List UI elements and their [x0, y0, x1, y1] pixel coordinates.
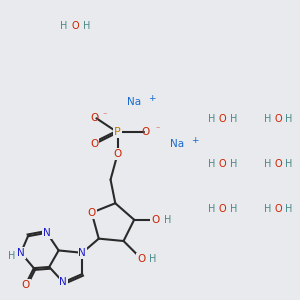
- Text: O: O: [274, 159, 282, 169]
- Text: H: H: [230, 115, 237, 124]
- Text: +: +: [148, 94, 156, 103]
- Text: ⁻: ⁻: [102, 110, 107, 119]
- Text: H: H: [264, 204, 271, 214]
- Text: P: P: [114, 128, 121, 137]
- Text: N: N: [43, 228, 51, 238]
- Text: O: O: [71, 21, 79, 31]
- Text: H: H: [285, 159, 292, 169]
- Text: H: H: [83, 21, 91, 31]
- Text: H: H: [285, 115, 292, 124]
- Text: H: H: [8, 251, 15, 261]
- Text: H: H: [164, 215, 171, 225]
- Text: N: N: [78, 248, 86, 258]
- Text: H: H: [149, 254, 157, 264]
- Text: O: O: [219, 159, 226, 169]
- Text: O: O: [274, 204, 282, 214]
- Text: N: N: [17, 248, 25, 258]
- Text: O: O: [274, 115, 282, 124]
- Text: H: H: [285, 204, 292, 214]
- Text: O: O: [22, 280, 30, 290]
- Text: H: H: [230, 159, 237, 169]
- Text: H: H: [264, 159, 271, 169]
- Text: Na: Na: [169, 139, 184, 149]
- Text: H: H: [60, 21, 67, 31]
- Text: H: H: [230, 204, 237, 214]
- Text: O: O: [137, 254, 146, 264]
- Text: O: O: [90, 139, 98, 149]
- Text: H: H: [208, 159, 216, 169]
- Text: O: O: [219, 115, 226, 124]
- Text: O: O: [113, 149, 122, 159]
- Text: O: O: [90, 113, 98, 123]
- Text: O: O: [151, 215, 160, 225]
- Text: H: H: [208, 115, 216, 124]
- Text: O: O: [142, 128, 150, 137]
- Text: N: N: [59, 277, 67, 287]
- Text: +: +: [191, 136, 198, 145]
- Text: H: H: [264, 115, 271, 124]
- Text: O: O: [88, 208, 96, 218]
- Text: Na: Na: [127, 97, 141, 107]
- Text: ⁻: ⁻: [155, 124, 160, 133]
- Text: O: O: [219, 204, 226, 214]
- Text: H: H: [208, 204, 216, 214]
